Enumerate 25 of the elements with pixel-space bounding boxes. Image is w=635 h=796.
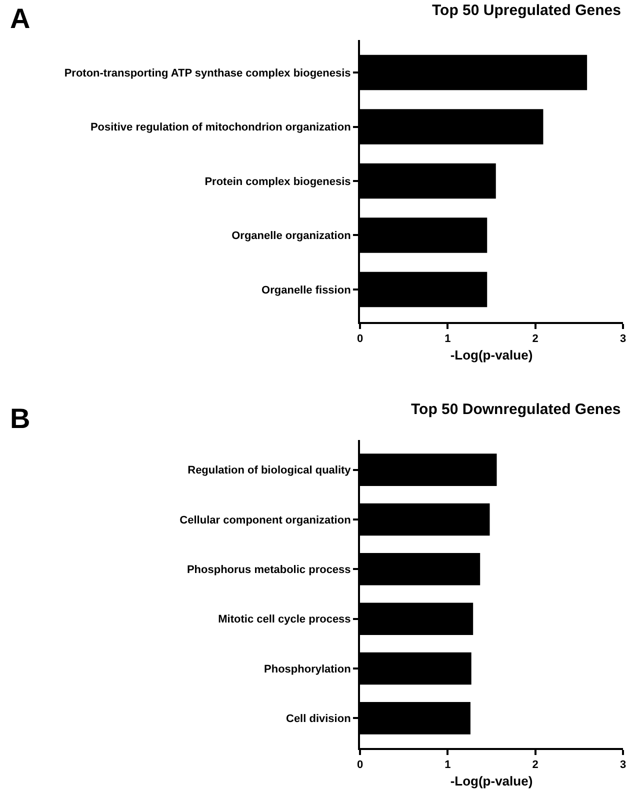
- y-tick-label: Regulation of biological quality: [188, 464, 352, 477]
- text: A: [10, 3, 30, 34]
- y-tick-label: Protein complex biogenesis: [204, 176, 351, 188]
- y-tick-label: Mitotic cell cycle process: [218, 614, 351, 626]
- x-tick-label: 3: [620, 333, 626, 346]
- x-axis-title: -Log(p-value): [450, 347, 533, 362]
- chart-title: Top 50 Downregulated Genes: [411, 401, 621, 418]
- text: B: [10, 403, 30, 434]
- y-tick-label: Cellular component organization: [180, 514, 352, 526]
- y-tick-label: Phosphorylation: [264, 663, 352, 676]
- x-tick-label: 3: [620, 759, 626, 772]
- y-tick-label: Organelle fission: [262, 284, 352, 296]
- x-tick-label: 0: [356, 333, 364, 346]
- x-tick-label: 2: [532, 759, 538, 772]
- x-tick-label: 0: [356, 759, 364, 772]
- x-axis-title: -Log(p-value): [450, 773, 533, 788]
- y-tick-label: Cell division: [286, 713, 352, 726]
- y-tick-label: Positive regulation of mitochondrion organization: [90, 122, 352, 134]
- y-tick-label: Phosphorus metabolic process: [186, 564, 351, 576]
- x-tick-label: 1: [444, 333, 451, 346]
- chart-title: Top 50 Upregulated Genes: [432, 2, 621, 19]
- y-tick-label: Proton-transporting ATP synthase complex biogenesis: [64, 67, 351, 80]
- x-tick-label: 2: [532, 333, 538, 346]
- y-tick-label: Organelle organization: [232, 230, 352, 242]
- x-tick-label: 1: [444, 759, 451, 772]
